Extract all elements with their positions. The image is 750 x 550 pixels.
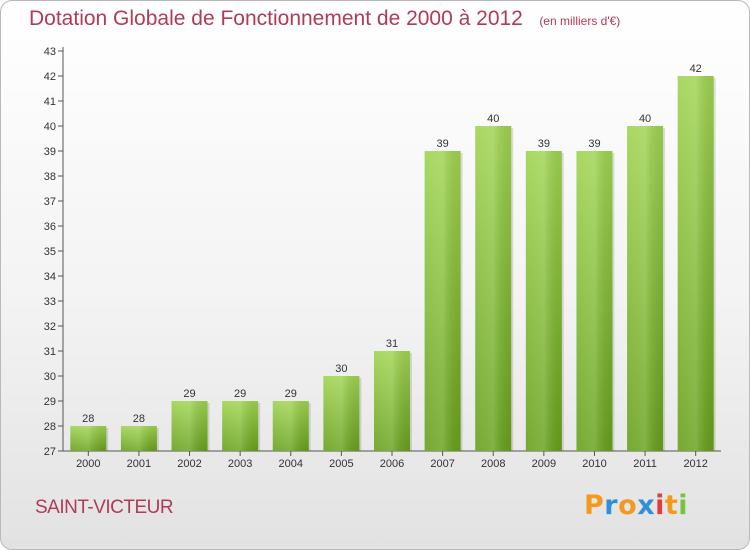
x-tick-label: 2004 bbox=[279, 458, 303, 470]
bar-value-label: 42 bbox=[690, 63, 702, 75]
y-tick-label: 37 bbox=[44, 196, 56, 208]
title-row: Dotation Globale de Fonctionnement de 20… bbox=[29, 7, 620, 31]
chart-title: Dotation Globale de Fonctionnement de 20… bbox=[29, 7, 523, 30]
logo-letter: x bbox=[637, 490, 656, 521]
bar-value-label: 39 bbox=[538, 138, 550, 150]
bar-highlight bbox=[222, 401, 259, 451]
bar-value-label: 30 bbox=[335, 363, 347, 375]
bar-value-label: 28 bbox=[82, 413, 94, 425]
x-tick-label: 2010 bbox=[582, 458, 606, 470]
x-tick-label: 2006 bbox=[380, 458, 404, 470]
x-tick-label: 2001 bbox=[127, 458, 151, 470]
bar-highlight bbox=[120, 426, 157, 451]
y-tick-label: 41 bbox=[44, 96, 56, 108]
y-tick-label: 38 bbox=[44, 171, 56, 183]
bar-value-label: 39 bbox=[588, 138, 600, 150]
logo-letter: P bbox=[584, 490, 605, 521]
bar-value-label: 40 bbox=[487, 113, 499, 125]
y-tick-label: 31 bbox=[44, 346, 56, 358]
y-tick-label: 42 bbox=[44, 71, 56, 83]
y-tick-label: 32 bbox=[44, 321, 56, 333]
y-tick-label: 39 bbox=[44, 146, 56, 158]
y-tick-label: 28 bbox=[44, 421, 56, 433]
bar-highlight bbox=[525, 151, 562, 451]
y-axis: 27 28 29 30 31 32 33 34 35 36 37 38 39 40 41 42 43 bbox=[44, 46, 64, 458]
bar-highlight bbox=[171, 401, 208, 451]
bar-value-label: 29 bbox=[285, 388, 297, 400]
bar-highlight bbox=[576, 151, 613, 451]
bar-value-label: 29 bbox=[183, 388, 195, 400]
city-name: SAINT-VICTEUR bbox=[35, 497, 174, 518]
x-tick-label: 2009 bbox=[532, 458, 556, 470]
bar-value-label: 29 bbox=[234, 388, 246, 400]
bar-highlight bbox=[475, 126, 512, 451]
bars: 28 28 29 29 29 30 31 39 40 39 39 40 42 bbox=[70, 63, 716, 451]
y-tick-label: 40 bbox=[44, 121, 56, 133]
bar-highlight bbox=[374, 351, 410, 451]
x-tick-label: 2005 bbox=[329, 458, 353, 470]
x-tick-label: 2011 bbox=[633, 458, 657, 470]
x-tick-label: 2003 bbox=[228, 458, 252, 470]
y-tick-label: 33 bbox=[44, 296, 56, 308]
y-tick-label: 27 bbox=[44, 446, 56, 458]
y-tick-label: 36 bbox=[44, 221, 56, 233]
bar-value-label: 31 bbox=[386, 338, 398, 350]
x-tick-label: 2008 bbox=[481, 458, 505, 470]
logo-letter: i bbox=[678, 490, 689, 521]
bar-value-label: 39 bbox=[436, 138, 448, 150]
bar-highlight bbox=[70, 426, 107, 451]
bar-highlight bbox=[677, 76, 714, 451]
bar-highlight bbox=[627, 126, 664, 451]
bar-highlight bbox=[272, 401, 309, 451]
y-tick-label: 29 bbox=[44, 396, 56, 408]
x-tick-label: 2007 bbox=[430, 458, 454, 470]
y-tick-label: 30 bbox=[44, 371, 56, 383]
x-axis: 2000 2001 2002 2003 2004 2005 2006 2007 2008 2009… bbox=[63, 450, 721, 470]
y-tick-label: 34 bbox=[44, 271, 56, 283]
logo-letter: o bbox=[618, 490, 638, 521]
y-tick-label: 43 bbox=[44, 46, 56, 58]
bar-value-label: 40 bbox=[639, 113, 651, 125]
bar-highlight bbox=[424, 151, 461, 451]
logo-letter: r bbox=[604, 490, 619, 521]
x-tick-label: 2000 bbox=[76, 458, 100, 470]
logo-letter: i bbox=[655, 490, 665, 521]
chart-subtitle: (en milliers d'€) bbox=[539, 14, 621, 28]
logo-letter: t bbox=[664, 490, 679, 521]
bar-value-label: 28 bbox=[133, 413, 145, 425]
x-tick-label: 2012 bbox=[683, 458, 707, 470]
y-tick-label: 35 bbox=[44, 246, 56, 258]
bar-highlight bbox=[323, 376, 360, 451]
proxiti-logo[interactable]: Proxiti bbox=[584, 490, 688, 521]
x-tick-label: 2002 bbox=[177, 458, 201, 470]
